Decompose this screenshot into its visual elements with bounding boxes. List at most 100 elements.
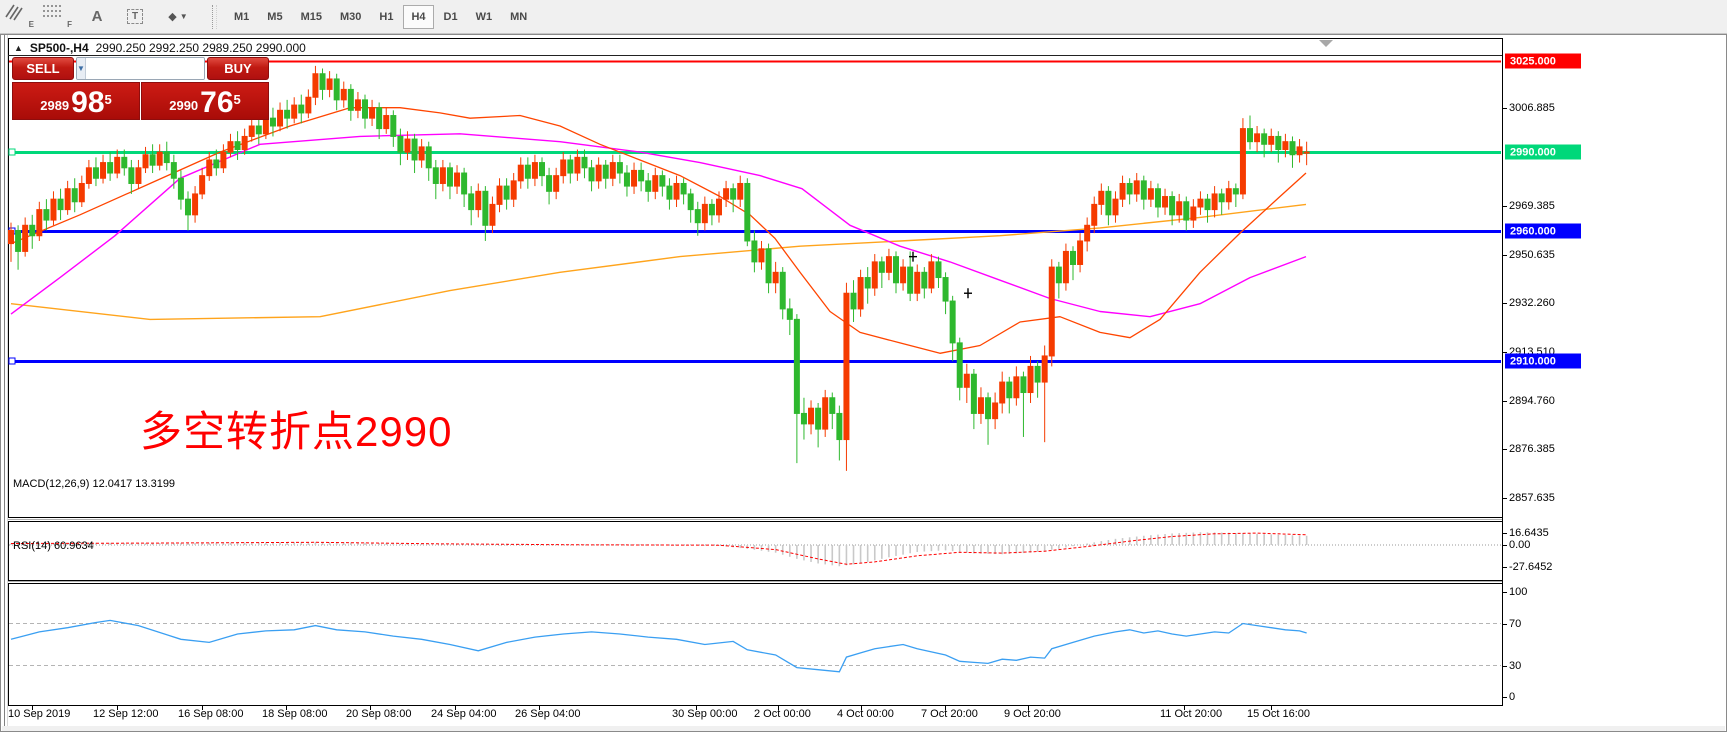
time-tick-label: 10 Sep 2019 <box>8 708 71 720</box>
timeframe-button-w1[interactable]: W1 <box>475 10 493 23</box>
chart-shift-marker-icon[interactable] <box>1319 40 1333 47</box>
candle <box>510 180 517 200</box>
candle <box>362 99 368 119</box>
candle <box>50 198 57 221</box>
one-click-trading-panel: SELL ▼ ▲ BUY 2989 98 5 2990 76 5 <box>12 57 269 120</box>
candle <box>900 266 907 284</box>
candle <box>786 308 793 320</box>
candle <box>1006 381 1013 399</box>
candle <box>1218 193 1225 203</box>
candle <box>638 169 645 182</box>
candle <box>64 188 71 211</box>
timeframe-button-m5[interactable]: M5 <box>267 10 283 23</box>
timeframe-button-mn[interactable]: MN <box>510 10 528 23</box>
tool-glyph: A <box>91 8 103 25</box>
timeframe-button-d1[interactable]: D1 <box>443 10 458 23</box>
buy-price-tile[interactable]: 2990 76 5 <box>141 82 269 120</box>
candle <box>114 156 121 174</box>
symbol-label: SP500-,H4 <box>29 40 89 55</box>
candle <box>170 162 177 179</box>
candle <box>623 172 630 187</box>
candle <box>970 373 977 414</box>
timeframe-button-m30[interactable]: M30 <box>339 10 362 23</box>
text-box-icon[interactable]: T <box>118 3 152 31</box>
indicator-tick-label: 16.6435 <box>1509 527 1549 539</box>
toolbar-separator <box>212 4 217 29</box>
timeframe-button-h1[interactable]: H1 <box>379 10 394 23</box>
price-tick-label: 3006.885 <box>1509 102 1555 114</box>
candle <box>347 88 354 111</box>
indicator-tick-label: 0 <box>1509 691 1516 703</box>
timeframe-button-h4[interactable]: H4 <box>403 4 434 29</box>
candle <box>1169 196 1176 216</box>
candle <box>680 182 687 195</box>
candle <box>432 167 439 184</box>
candle <box>199 175 206 195</box>
candle <box>142 154 149 169</box>
candle <box>963 373 970 388</box>
candle <box>439 167 446 184</box>
tool-sub-label: E <box>28 19 34 29</box>
indicator-tick-label: -27.6452 <box>1509 561 1553 573</box>
candle <box>107 162 114 174</box>
price-tick-label: 2950.635 <box>1509 249 1555 261</box>
indicator-tick-label: 0.00 <box>1509 539 1531 551</box>
candle <box>43 209 50 221</box>
fibonacci-icon[interactable]: F <box>42 3 76 31</box>
indicator-tick-label: 70 <box>1509 618 1522 630</box>
time-tick-label: 12 Sep 12:00 <box>93 708 159 720</box>
candle <box>468 193 475 211</box>
candle <box>241 135 248 151</box>
candle <box>92 167 99 179</box>
candle <box>553 175 560 192</box>
candle <box>822 397 829 430</box>
candle <box>914 271 921 294</box>
chart-text-annotation[interactable]: 多空转折点2990 <box>140 408 453 455</box>
candle <box>673 182 680 200</box>
candle <box>765 248 772 284</box>
candle <box>29 224 36 237</box>
candle <box>772 271 779 284</box>
candle <box>1027 365 1034 394</box>
candle <box>213 159 220 169</box>
sell-price-tile[interactable]: 2989 98 5 <box>12 82 140 120</box>
tool-glyph: ◆ <box>168 11 177 23</box>
equidistant-channel-icon[interactable]: E <box>4 3 38 31</box>
candle <box>850 292 857 310</box>
sell-button[interactable]: SELL <box>12 57 74 80</box>
candle <box>390 115 397 137</box>
candle <box>588 167 595 182</box>
timeframe-button-m15[interactable]: M15 <box>300 10 322 23</box>
text-label-icon[interactable]: A <box>80 3 114 31</box>
ma_mid-line <box>10 133 1307 318</box>
line-handle[interactable] <box>8 357 16 365</box>
line-handle[interactable] <box>8 148 16 156</box>
shapes-dropdown-icon[interactable]: ◆ ▼ <box>156 3 200 31</box>
candle <box>425 146 432 169</box>
price-level-badge: 2990.000 <box>1505 144 1581 160</box>
candle <box>1282 141 1289 151</box>
time-tick-label: 24 Sep 04:00 <box>431 708 497 720</box>
candle <box>843 292 850 441</box>
candle <box>57 198 64 211</box>
volume-input[interactable] <box>85 58 204 79</box>
collapse-icon[interactable]: ▲ <box>14 42 23 53</box>
candle <box>1140 180 1147 200</box>
candle <box>269 117 276 127</box>
timeframe-group: M1 M5 M15 M30 H1 H4 D1 W1 MN <box>225 4 536 29</box>
candle <box>737 182 744 200</box>
candle <box>369 107 376 119</box>
buy-price-big: 76 <box>200 86 234 119</box>
tool-sub-label: F <box>67 19 72 29</box>
candle <box>1112 198 1119 216</box>
candle <box>744 182 751 242</box>
candle <box>531 162 538 179</box>
buy-button[interactable]: BUY <box>207 57 269 80</box>
timeframe-button-m1[interactable]: M1 <box>234 10 250 23</box>
volume-decrease-button[interactable]: ▼ <box>77 58 86 79</box>
candle <box>8 230 14 245</box>
candle <box>192 193 199 216</box>
candle <box>1211 193 1218 211</box>
candle <box>602 164 609 179</box>
